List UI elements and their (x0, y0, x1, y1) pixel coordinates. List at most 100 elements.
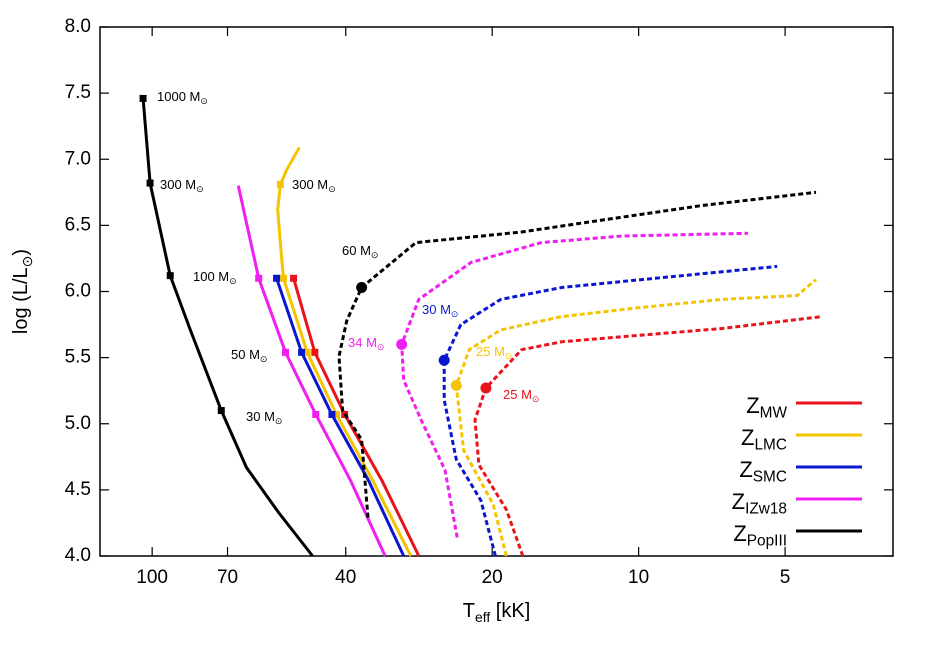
zams-marker (280, 274, 288, 282)
legend-label: ZPopIII (733, 521, 787, 550)
y-tick-label: 5.0 (65, 413, 91, 434)
track-marker (356, 282, 368, 294)
zams-marker (332, 410, 340, 418)
x-axis-label-part: [kK] (490, 600, 530, 622)
legend-label-sub: MW (760, 405, 788, 422)
x-tick-label: 5 (780, 567, 791, 588)
legend-label-sub: IZw18 (745, 501, 787, 518)
legend-label: ZLMC (741, 425, 787, 454)
annotation-part: 300 M (292, 177, 328, 192)
x-tick-label: 10 (628, 567, 649, 588)
x-tick-label: 100 (136, 567, 168, 588)
zams-marker (255, 274, 263, 282)
legend-label-part: Z (746, 393, 759, 418)
y-tick-label: 4.0 (65, 545, 91, 566)
zams-marker (298, 348, 306, 356)
zams-marker (312, 410, 320, 418)
legend-label-sub: PopIII (747, 533, 787, 550)
zams-marker (217, 407, 225, 415)
zams-line (141, 98, 314, 557)
annotation: 30 M⊙ (422, 302, 459, 319)
annotation-sub: ⊙ (371, 250, 379, 260)
annotation-sub: ⊙ (505, 351, 513, 361)
annotation-sub: ⊙ (275, 416, 283, 426)
y-axis-label-sub: ⊙ (19, 256, 35, 268)
x-axis-label-sub: eff (475, 609, 490, 625)
annotation: 60 M⊙ (342, 243, 379, 260)
legend-label: ZMW (746, 393, 787, 422)
track-marker (396, 338, 408, 350)
zams-line (236, 185, 387, 557)
annotation-sub: ⊙ (200, 96, 208, 106)
annotation: 100 M⊙ (193, 269, 237, 286)
y-tick-label: 6.5 (65, 214, 91, 235)
zams-marker (303, 348, 311, 356)
zams-marker (276, 180, 284, 188)
annotation-part: 50 M (231, 347, 260, 362)
annotation-sub: ⊙ (196, 184, 204, 194)
annotation-part: 25 M (476, 344, 505, 359)
track-marker (480, 382, 492, 394)
track-marker (438, 354, 450, 366)
annotation-sub: ⊙ (328, 184, 336, 194)
annotation: 300 M⊙ (292, 177, 336, 194)
annotation: 30 M⊙ (246, 409, 283, 426)
y-axis-label-part: log (L/L (10, 267, 32, 334)
y-axis-label-part: ) (10, 249, 32, 256)
legend-label-part: Z (733, 521, 746, 546)
track-marker (450, 379, 462, 391)
zams-line (276, 146, 413, 557)
annotation: 1000 M⊙ (157, 89, 208, 106)
evolution-track (473, 315, 823, 557)
zams-marker (139, 94, 147, 102)
y-tick-label: 6.0 (65, 281, 91, 302)
annotation-part: 34 M (348, 335, 377, 350)
annotation-sub: ⊙ (532, 394, 540, 404)
legend-label-part: Z (741, 425, 754, 450)
y-axis-label: log (L/L⊙) (10, 249, 34, 334)
annotation-part: 60 M (342, 243, 371, 258)
annotation-sub: ⊙ (451, 309, 459, 319)
annotation-part: 300 M (160, 177, 196, 192)
legend-label-sub: SMC (753, 469, 787, 486)
x-tick-label: 20 (482, 567, 503, 588)
legend-label: ZSMC (739, 457, 787, 486)
annotation-sub: ⊙ (260, 354, 268, 364)
annotation-part: 1000 M (157, 89, 200, 104)
evolution-track (442, 264, 778, 557)
y-tick-label: 7.0 (65, 148, 91, 169)
x-tick-label: 70 (217, 567, 238, 588)
annotation: 300 M⊙ (160, 177, 204, 194)
legend-label-part: Z (739, 457, 752, 482)
zams-marker (311, 348, 319, 356)
annotation-sub: ⊙ (229, 276, 237, 286)
y-tick-label: 7.5 (65, 82, 91, 103)
legend-label: ZIZw18 (732, 489, 787, 518)
annotation-sub: ⊙ (377, 342, 385, 352)
zams-marker (328, 410, 336, 418)
zams-marker (166, 272, 174, 280)
y-tick-label: 4.5 (65, 479, 91, 500)
x-axis-label: Teff [kK] (463, 600, 531, 624)
x-tick-label: 40 (335, 567, 356, 588)
annotation-part: 30 M (422, 302, 451, 317)
evolution-track (454, 278, 817, 557)
evolution-track (400, 231, 749, 538)
annotation: 34 M⊙ (348, 335, 385, 352)
annotation: 50 M⊙ (231, 347, 268, 364)
y-tick-label: 5.5 (65, 347, 91, 368)
annotation-part: 25 M (503, 387, 532, 402)
annotation-part: 30 M (246, 409, 275, 424)
y-tick-label: 8.0 (65, 16, 91, 37)
zams-marker (146, 179, 154, 187)
x-axis-label-part: T (463, 600, 475, 622)
legend-label-sub: LMC (755, 437, 788, 454)
zams-marker (273, 274, 281, 282)
zams-marker (281, 348, 289, 356)
annotation: 25 M⊙ (476, 344, 513, 361)
annotation: 25 M⊙ (503, 387, 540, 404)
annotation-part: 100 M (193, 269, 229, 284)
legend-label-part: Z (732, 489, 745, 514)
zams-marker (290, 274, 298, 282)
